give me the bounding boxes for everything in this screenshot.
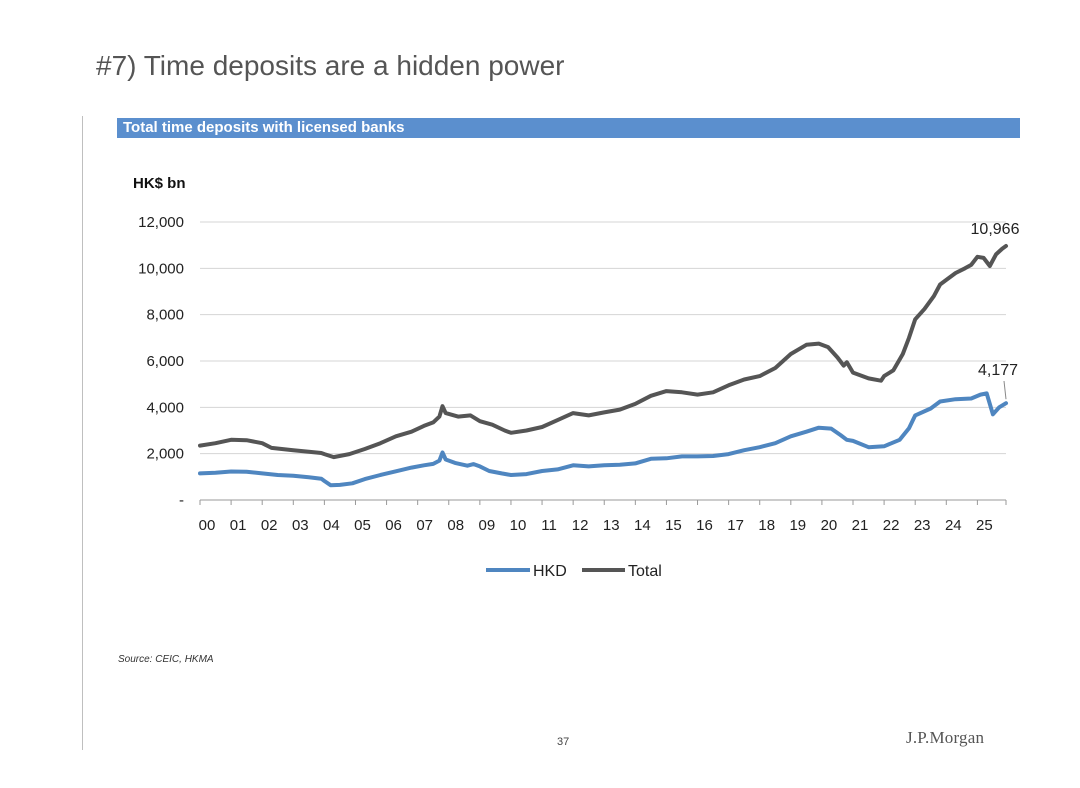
y-tick-label: 12,000 [138, 214, 184, 231]
x-tick-label: 24 [945, 517, 962, 534]
left-divider [82, 116, 83, 750]
x-tick-label: 22 [883, 517, 900, 534]
x-tick-label: 11 [541, 517, 557, 534]
series-line-total [198, 244, 1008, 460]
y-tick-label: 2,000 [146, 446, 184, 463]
y-tick-label: 4,000 [146, 399, 184, 416]
x-tick-label: 13 [603, 517, 620, 534]
source-note: Source: CEIC, HKMA [118, 654, 214, 665]
x-tick-label: 01 [230, 517, 247, 534]
page-number: 37 [557, 736, 570, 748]
x-tick-label: 25 [976, 517, 993, 534]
jpmorgan-logo: J.P.Morgan [906, 728, 985, 747]
x-tick-label: 00 [199, 517, 216, 534]
x-tick-label: 07 [416, 517, 433, 534]
x-tick-label: 15 [665, 517, 682, 534]
x-tick-label: 04 [323, 517, 340, 534]
x-tick-label: 03 [292, 517, 309, 534]
x-tick-label: 23 [914, 517, 931, 534]
legend-label-hkd: HKD [533, 563, 567, 580]
x-tick-label: 20 [821, 517, 838, 534]
series-line-hkd [198, 391, 1008, 488]
y-tick-label: - [179, 492, 184, 509]
annotation-hkd: 4,177 [978, 362, 1018, 379]
x-tick-label: 18 [758, 517, 775, 534]
x-tick-label: 06 [385, 517, 402, 534]
x-tick-label: 14 [634, 517, 651, 534]
x-tick-label: 12 [572, 517, 589, 534]
y-tick-label: 8,000 [146, 307, 184, 324]
x-tick-label: 17 [727, 517, 744, 534]
x-tick-label: 10 [510, 517, 527, 534]
x-tick-label: 05 [354, 517, 371, 534]
y-axis-label: HK$ bn [133, 175, 186, 192]
y-tick-label: 10,000 [138, 260, 184, 277]
annotation-total: 10,966 [971, 221, 1020, 238]
x-tick-label: 19 [789, 517, 806, 534]
x-tick-label: 02 [261, 517, 278, 534]
x-tick-label: 08 [447, 517, 464, 534]
annotation-leader-hkd [1003, 380, 1007, 400]
x-tick-label: 21 [852, 517, 869, 534]
legend-label-total: Total [628, 563, 662, 580]
y-tick-label: 6,000 [146, 353, 184, 370]
chart-title-banner: Total time deposits with licensed banks [117, 118, 1020, 138]
x-tick-label: 09 [479, 517, 496, 534]
x-tick-label: 16 [696, 517, 713, 534]
slide-title: #7) Time deposits are a hidden power [96, 50, 565, 81]
